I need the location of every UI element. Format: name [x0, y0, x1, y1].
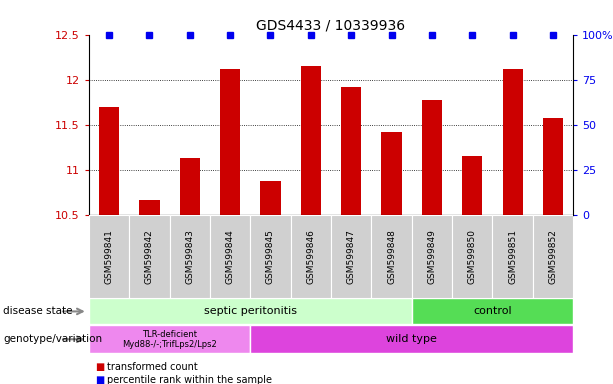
Bar — [452, 215, 492, 298]
Bar — [210, 215, 250, 298]
Bar — [250, 215, 291, 298]
Bar — [129, 215, 170, 298]
Bar — [492, 215, 533, 298]
Bar — [170, 215, 210, 298]
Text: GSM599850: GSM599850 — [468, 229, 477, 284]
Bar — [381, 132, 402, 215]
Bar — [139, 200, 159, 215]
Text: genotype/variation: genotype/variation — [3, 334, 102, 344]
Text: GSM599848: GSM599848 — [387, 229, 396, 284]
Text: GSM599851: GSM599851 — [508, 229, 517, 284]
Text: GSM599847: GSM599847 — [347, 229, 356, 284]
Bar — [180, 158, 200, 215]
Bar — [261, 181, 281, 215]
Bar — [89, 298, 412, 324]
Title: GDS4433 / 10339936: GDS4433 / 10339936 — [256, 18, 406, 32]
Text: disease state: disease state — [3, 306, 72, 316]
Bar — [462, 156, 482, 215]
Text: GSM599843: GSM599843 — [185, 229, 194, 284]
Text: GSM599852: GSM599852 — [549, 229, 557, 284]
Text: wild type: wild type — [386, 334, 437, 344]
Bar — [412, 298, 573, 324]
Text: GSM599845: GSM599845 — [266, 229, 275, 284]
Bar — [543, 119, 563, 215]
Bar — [89, 215, 129, 298]
Text: septic peritonitis: septic peritonitis — [204, 306, 297, 316]
Bar — [341, 87, 361, 215]
Bar — [291, 215, 331, 298]
Text: GSM599846: GSM599846 — [306, 229, 315, 284]
Bar — [220, 69, 240, 215]
Text: ■: ■ — [95, 375, 104, 384]
Bar — [99, 107, 119, 215]
Text: ■: ■ — [95, 362, 104, 372]
Bar — [533, 215, 573, 298]
Bar — [412, 215, 452, 298]
Text: GSM599844: GSM599844 — [226, 229, 235, 284]
Bar — [503, 69, 523, 215]
Bar — [89, 325, 250, 353]
Text: GSM599841: GSM599841 — [105, 229, 113, 284]
Text: GSM599842: GSM599842 — [145, 229, 154, 284]
Bar — [301, 66, 321, 215]
Text: GSM599849: GSM599849 — [427, 229, 436, 284]
Bar — [250, 325, 573, 353]
Text: control: control — [473, 306, 512, 316]
Bar — [331, 215, 371, 298]
Bar — [422, 99, 442, 215]
Text: TLR-deficient
Myd88-/-;TrifLps2/Lps2: TLR-deficient Myd88-/-;TrifLps2/Lps2 — [122, 329, 217, 349]
Text: transformed count: transformed count — [107, 362, 198, 372]
Text: percentile rank within the sample: percentile rank within the sample — [107, 375, 272, 384]
Bar — [371, 215, 412, 298]
